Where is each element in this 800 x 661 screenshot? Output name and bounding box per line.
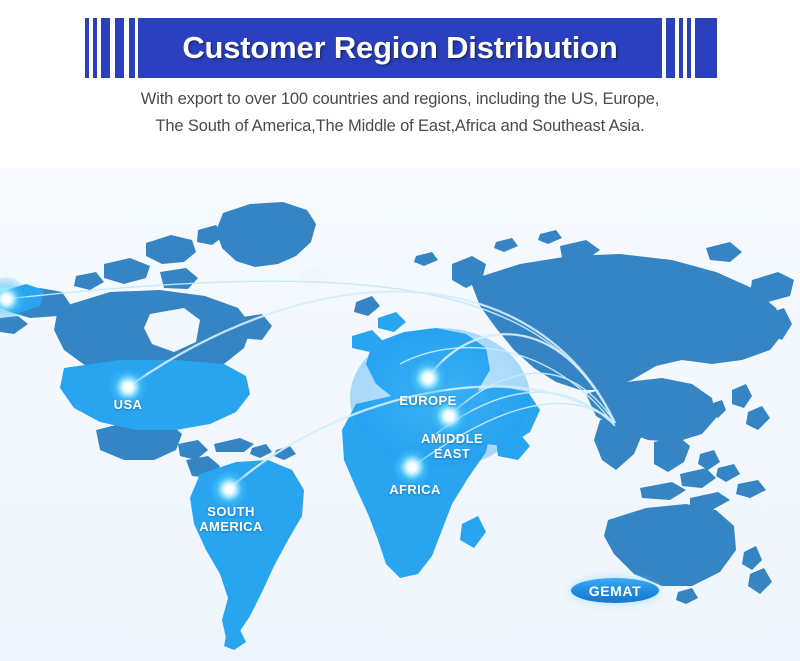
banner-stripe: [85, 18, 89, 78]
page-title: Customer Region Distribution: [182, 30, 618, 65]
map-label-south-america: SOUTH: [207, 504, 255, 519]
map-label-middle-east: AMIDDLE: [420, 431, 484, 446]
map-landmass-base: [0, 202, 794, 604]
banner-stripe: [115, 18, 124, 78]
map-label-europe: EUROPE: [399, 393, 457, 408]
gemat-logo-oval: [571, 578, 659, 603]
map-inland-water: [144, 266, 330, 352]
banner-title-block: Customer Region Distribution: [138, 18, 662, 78]
header-banner: Customer Region Distribution: [0, 18, 800, 78]
banner-stripe: [695, 18, 717, 78]
map-label-south-america-2: AMERICA: [199, 519, 263, 534]
banner-stripe: [129, 18, 135, 78]
banner-stripe: [101, 18, 110, 78]
gemat-logo-text: GEMAT: [588, 582, 642, 599]
world-map: USA SOUTH AMERICA EUROPE AMIDDLE EAST AF…: [0, 168, 800, 661]
map-label-africa: AFRICA: [389, 482, 441, 497]
banner-stripe: [679, 18, 683, 78]
subtitle-line-1: With export to over 100 countries and re…: [140, 90, 660, 108]
map-label-usa: USA: [113, 397, 143, 412]
subtitle-line-2: The South of America,The Middle of East,…: [155, 117, 645, 135]
map-label-middle-east-2: EAST: [433, 446, 471, 461]
banner-stripe: [687, 18, 691, 78]
banner-stripe: [666, 18, 675, 78]
subtitle: With export to over 100 countries and re…: [0, 86, 800, 140]
banner-stripe: [93, 18, 97, 78]
world-map-graphic: [0, 168, 800, 661]
gemat-logo: GEMAT We deliver & serve: [571, 578, 659, 608]
gemat-logo-tagline: We deliver & serve: [596, 602, 634, 606]
